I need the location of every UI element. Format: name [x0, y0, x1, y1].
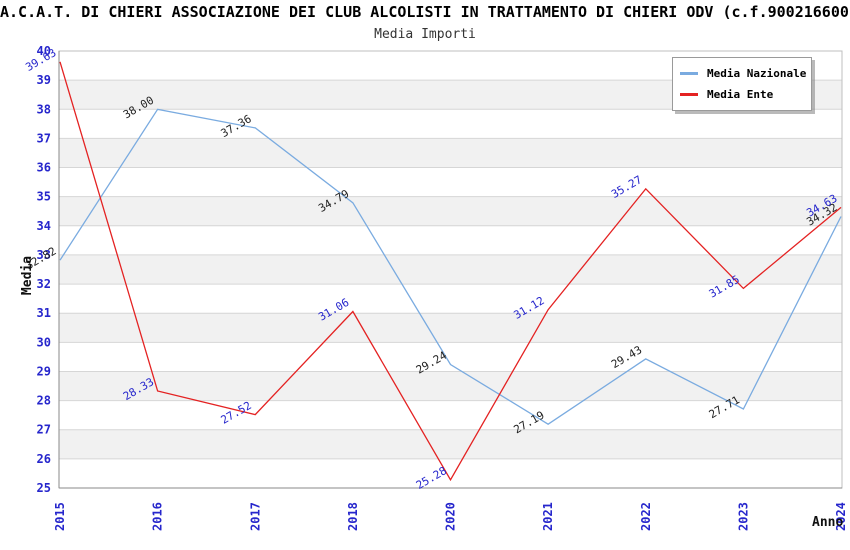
x-tick-label: 2017 — [248, 502, 262, 531]
y-axis-title: Media — [20, 255, 36, 296]
y-tick-label: 29 — [37, 364, 51, 378]
x-tick-label: 2020 — [444, 502, 458, 531]
x-tick-label: 2022 — [639, 502, 653, 531]
x-tick-label: 2024 — [834, 502, 848, 531]
x-tick-label: 2018 — [346, 502, 360, 531]
plot-band — [59, 138, 842, 168]
y-tick-label: 27 — [37, 423, 51, 437]
data-label: 29.43 — [609, 343, 644, 371]
x-tick-label: 2015 — [53, 502, 67, 531]
plot-band — [59, 196, 842, 226]
y-tick-label: 26 — [37, 452, 51, 466]
x-tick-label: 2021 — [541, 502, 555, 531]
plot-band — [59, 313, 842, 343]
legend-line-red-icon — [680, 93, 698, 96]
y-tick-label: 32 — [37, 277, 51, 291]
y-tick-label: 34 — [37, 219, 51, 233]
legend-item-media-ente[interactable]: Media Ente — [680, 84, 804, 105]
y-tick-label: 36 — [37, 161, 51, 175]
legend: Media Nazionale Media Ente — [672, 57, 812, 111]
y-tick-label: 30 — [37, 335, 51, 349]
data-label: 37.36 — [219, 112, 254, 140]
x-axis-title: Anno — [812, 515, 844, 530]
x-tick-label: 2023 — [736, 502, 750, 531]
legend-item-media-nazionale[interactable]: Media Nazionale — [680, 63, 807, 84]
legend-label: Media Nazionale — [707, 67, 807, 80]
page-title: A.C.A.T. DI CHIERI ASSOCIAZIONE DEI CLUB… — [0, 3, 850, 21]
legend-label: Media Ente — [707, 88, 774, 101]
data-label: 27.52 — [219, 399, 254, 427]
y-tick-label: 38 — [37, 102, 51, 116]
chart-subtitle: Media Importi — [374, 27, 476, 42]
plot-band — [59, 254, 842, 285]
y-tick-label: 33 — [37, 248, 51, 262]
y-tick-label: 40 — [37, 44, 51, 58]
series-line-media-nazionale — [59, 108, 842, 425]
legend-line-blue-icon — [680, 72, 698, 75]
x-tick-label: 2016 — [151, 502, 165, 531]
y-tick-label: 37 — [37, 131, 51, 145]
series-line-media-ente — [59, 61, 842, 482]
plot-band — [59, 429, 842, 459]
y-tick-label: 35 — [37, 190, 51, 204]
y-tick-label: 28 — [37, 394, 51, 408]
y-tick-label: 31 — [37, 306, 51, 320]
y-tick-label: 39 — [37, 73, 51, 87]
y-tick-label: 25 — [37, 481, 51, 495]
plot-band — [59, 371, 842, 401]
